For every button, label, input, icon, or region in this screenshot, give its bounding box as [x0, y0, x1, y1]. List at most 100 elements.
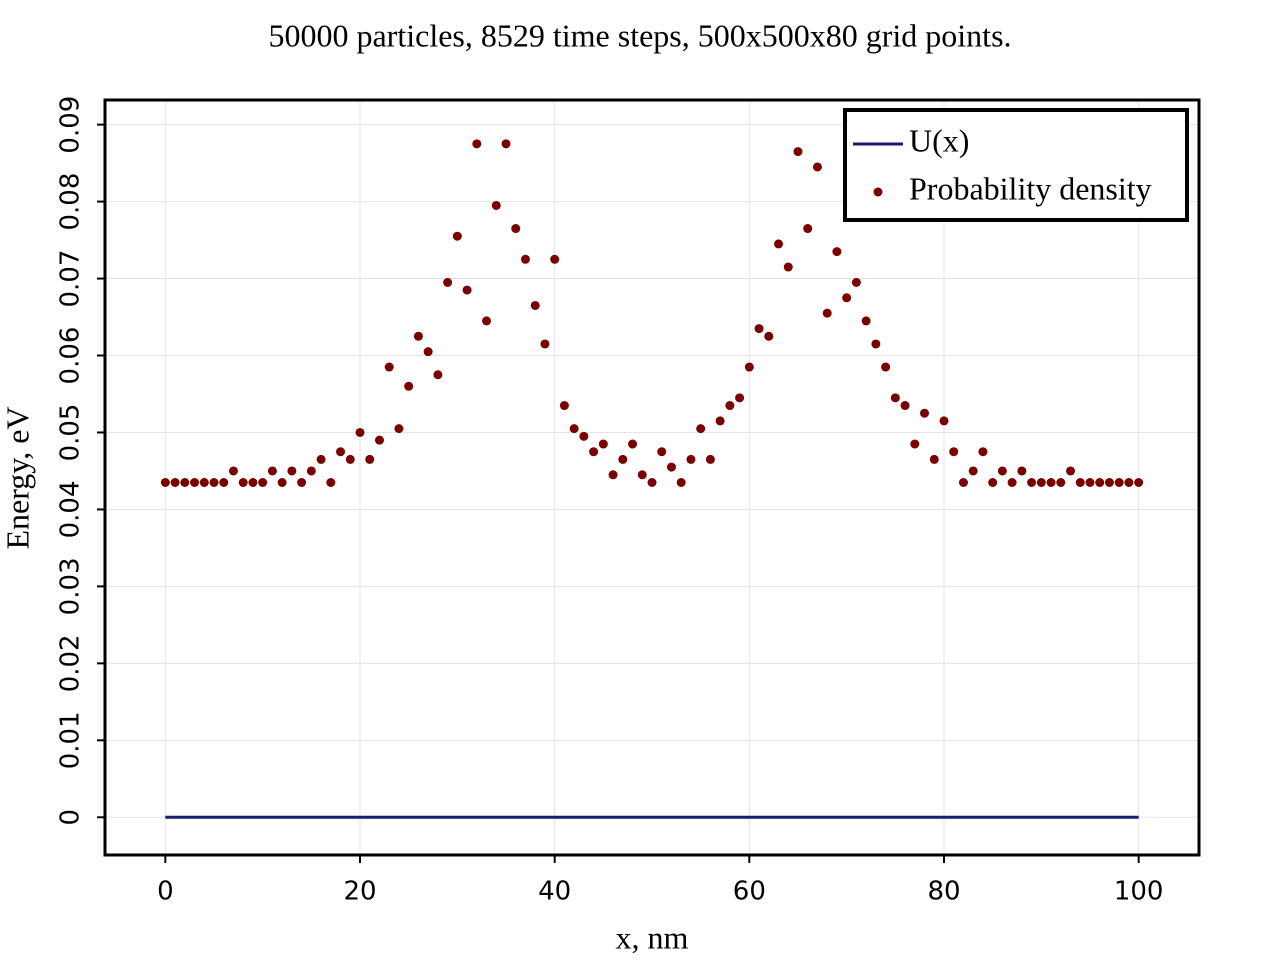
y-axis-label: Energy, eV	[0, 406, 35, 549]
point	[316, 454, 326, 464]
point	[433, 370, 443, 380]
point	[666, 462, 676, 472]
point	[637, 470, 647, 480]
point	[491, 200, 501, 210]
point	[871, 339, 881, 349]
point	[482, 316, 492, 326]
point	[374, 435, 384, 445]
x-tick-label: 20	[343, 877, 376, 907]
point	[404, 381, 414, 391]
point	[199, 478, 209, 488]
point	[238, 478, 248, 488]
point	[910, 439, 920, 449]
point	[511, 224, 521, 234]
x-tick-label: 40	[538, 877, 571, 907]
x-tick-label: 0	[157, 877, 174, 907]
point	[297, 478, 307, 488]
point	[355, 427, 365, 437]
point	[209, 478, 219, 488]
x-axis-label: x, nm	[616, 919, 689, 955]
point	[1095, 478, 1105, 488]
point	[501, 139, 511, 149]
point	[997, 466, 1007, 476]
point	[1114, 478, 1124, 488]
legend-label: U(x)	[909, 122, 969, 158]
point	[793, 147, 803, 157]
point	[1124, 478, 1134, 488]
point	[754, 324, 764, 334]
point	[920, 408, 930, 418]
point	[345, 454, 355, 464]
point	[949, 447, 959, 457]
point	[628, 439, 638, 449]
point	[462, 285, 472, 295]
point	[413, 331, 423, 341]
chart-title: 50000 particles, 8529 time steps, 500x50…	[268, 17, 1011, 53]
point	[160, 478, 170, 488]
point	[287, 466, 297, 476]
point	[472, 139, 482, 149]
point	[822, 308, 832, 318]
point	[696, 424, 706, 434]
point	[1046, 478, 1056, 488]
point	[861, 316, 871, 326]
point	[705, 454, 715, 464]
point	[715, 416, 725, 426]
point	[968, 466, 978, 476]
point	[735, 393, 745, 403]
point	[1066, 466, 1076, 476]
y-tick-label: 0.07	[56, 250, 86, 308]
y-tick-label: 0.06	[56, 327, 86, 385]
y-tick-label: 0.03	[56, 557, 86, 615]
point	[520, 254, 530, 264]
point	[900, 401, 910, 411]
point	[890, 393, 900, 403]
point	[306, 466, 316, 476]
point	[277, 478, 287, 488]
point	[725, 401, 735, 411]
legend-label: Probability density	[909, 170, 1152, 206]
x-tick-label: 80	[927, 877, 960, 907]
point	[1007, 478, 1017, 488]
point	[783, 262, 793, 272]
point	[550, 254, 560, 264]
point	[365, 454, 375, 464]
point	[803, 224, 813, 234]
y-tick-label: 0.04	[56, 480, 86, 538]
legend-swatch	[873, 187, 883, 197]
point	[988, 478, 998, 488]
point	[228, 466, 238, 476]
point	[618, 454, 628, 464]
point	[190, 478, 200, 488]
point	[452, 231, 462, 241]
y-tick-label: 0.01	[56, 711, 86, 769]
point	[978, 447, 988, 457]
point	[929, 454, 939, 464]
point	[540, 339, 550, 349]
point	[170, 478, 180, 488]
point	[423, 347, 433, 357]
point	[219, 478, 229, 488]
point	[326, 478, 336, 488]
point	[686, 454, 696, 464]
point	[647, 478, 657, 488]
point	[939, 416, 949, 426]
point	[248, 478, 258, 488]
point	[851, 277, 861, 287]
x-tick-label: 60	[733, 877, 766, 907]
point	[1134, 478, 1144, 488]
y-tick-label: 0	[56, 809, 86, 826]
point	[1056, 478, 1066, 488]
point	[676, 478, 686, 488]
y-tick-label: 0.09	[56, 96, 86, 154]
point	[1027, 478, 1037, 488]
point	[384, 362, 394, 372]
point	[258, 478, 268, 488]
point	[1085, 478, 1095, 488]
point	[842, 293, 852, 303]
y-tick-label: 0.05	[56, 404, 86, 462]
x-tick-label: 100	[1114, 877, 1164, 907]
point	[1104, 478, 1114, 488]
y-tick-label: 0.02	[56, 634, 86, 692]
point	[764, 331, 774, 341]
